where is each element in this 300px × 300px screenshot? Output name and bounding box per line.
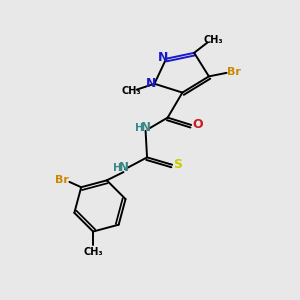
Text: H: H <box>135 123 144 133</box>
Text: Br: Br <box>55 175 69 185</box>
Text: N: N <box>141 122 151 134</box>
Text: H: H <box>113 163 122 173</box>
Text: CH₃: CH₃ <box>203 34 223 45</box>
Text: CH₃: CH₃ <box>121 86 141 96</box>
Text: N: N <box>146 77 156 90</box>
Text: N: N <box>118 161 128 174</box>
Text: CH₃: CH₃ <box>83 247 103 257</box>
Text: Br: Br <box>227 67 241 77</box>
Text: O: O <box>192 118 203 131</box>
Text: S: S <box>173 158 182 171</box>
Text: N: N <box>158 51 168 64</box>
